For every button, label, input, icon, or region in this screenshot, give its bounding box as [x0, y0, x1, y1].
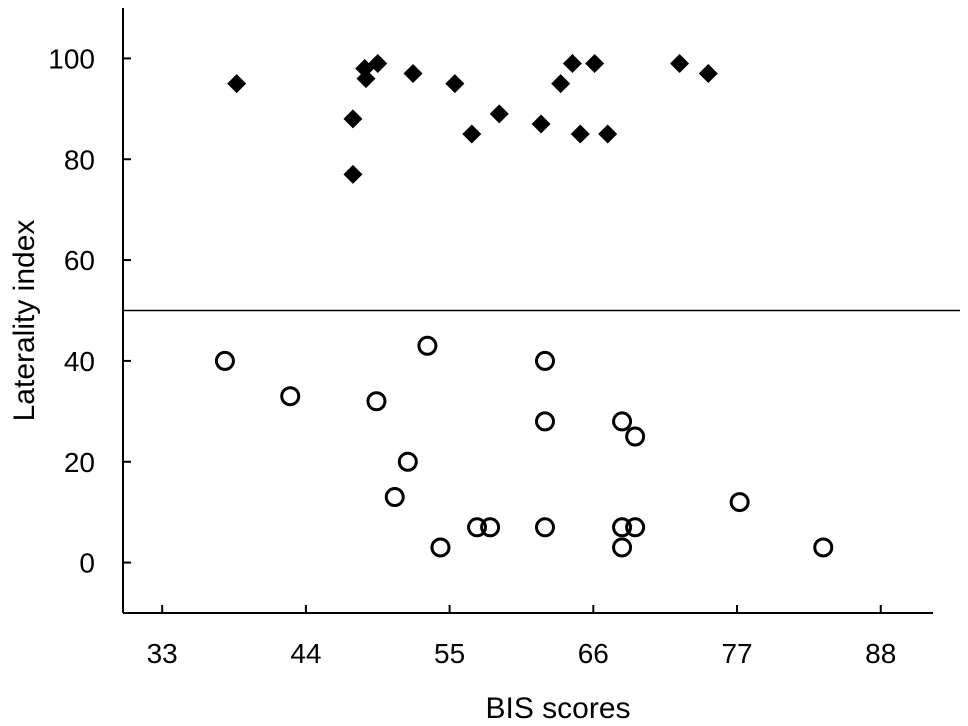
- data-points: [214, 53, 834, 558]
- data-point-circle: [625, 426, 646, 447]
- data-point-circle: [384, 487, 405, 508]
- data-point-diamond: [698, 64, 718, 84]
- data-point-circle: [480, 517, 501, 538]
- y-tick-label: 0: [79, 548, 95, 579]
- data-point-diamond: [356, 69, 376, 89]
- data-point-circle: [366, 391, 387, 412]
- data-point-circle: [417, 335, 438, 356]
- data-point-circle: [612, 411, 633, 432]
- data-point-circle: [534, 517, 555, 538]
- data-point-circle: [534, 350, 555, 371]
- x-tick-label: 55: [434, 638, 465, 669]
- data-point-circle: [612, 517, 633, 538]
- y-tick-label: 20: [64, 447, 95, 478]
- data-point-diamond: [343, 164, 363, 184]
- x-axis-title: BIS scores: [485, 692, 630, 725]
- y-tick-label: 40: [64, 346, 95, 377]
- x-tick-label: 77: [721, 638, 752, 669]
- data-point-diamond: [368, 53, 388, 73]
- data-point-diamond: [531, 114, 551, 134]
- data-point-diamond: [403, 64, 423, 84]
- data-point-diamond: [489, 104, 509, 124]
- data-point-circle: [534, 411, 555, 432]
- y-tick-label: 100: [48, 43, 95, 74]
- y-axis: 0 20 40 60 80 100: [48, 43, 131, 579]
- x-tick-label: 33: [147, 638, 178, 669]
- x-tick-label: 66: [578, 638, 609, 669]
- data-point-circle: [280, 386, 301, 407]
- y-axis-title: Laterality index: [8, 220, 41, 422]
- data-point-diamond: [445, 74, 465, 94]
- data-point-circle: [214, 350, 235, 371]
- data-point-circle: [729, 492, 750, 513]
- y-tick-label: 80: [64, 144, 95, 175]
- data-point-diamond: [598, 124, 618, 144]
- data-point-circle: [612, 537, 633, 558]
- data-point-diamond: [562, 53, 582, 73]
- data-point-diamond: [343, 109, 363, 129]
- x-tick-label: 44: [290, 638, 321, 669]
- data-point-diamond: [585, 53, 605, 73]
- data-point-circle: [625, 517, 646, 538]
- x-tick-label: 88: [865, 638, 896, 669]
- data-point-circle: [467, 517, 488, 538]
- data-point-diamond: [670, 53, 690, 73]
- data-point-diamond: [462, 124, 482, 144]
- data-point-diamond: [227, 74, 247, 94]
- data-point-circle: [397, 451, 418, 472]
- y-tick-label: 60: [64, 245, 95, 276]
- data-point-diamond: [570, 124, 590, 144]
- data-point-circle: [813, 537, 834, 558]
- data-point-circle: [430, 537, 451, 558]
- x-axis: 33 44 55 66 77 88: [147, 605, 896, 669]
- data-point-diamond: [551, 74, 571, 94]
